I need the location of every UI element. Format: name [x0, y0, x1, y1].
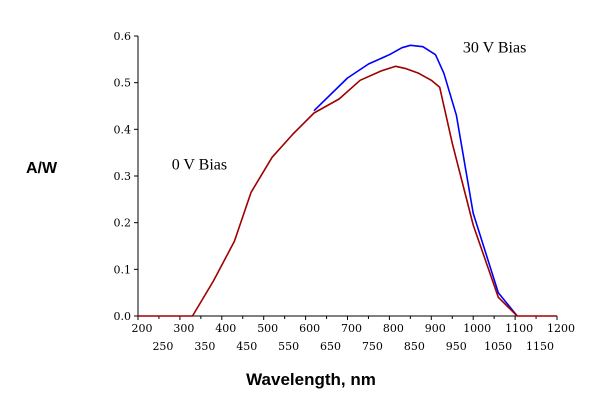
- series-line-0v-bias: [138, 65, 557, 317]
- x-tick-label-alt: 350: [194, 340, 215, 353]
- y-tick-label: 0.1: [114, 263, 132, 276]
- x-tick-label-alt: 950: [446, 340, 467, 353]
- x-tick-label-alt: 850: [404, 340, 425, 353]
- y-tick-label: 0.6: [114, 30, 132, 43]
- x-tick-label-alt: 550: [278, 340, 299, 353]
- annotation-30v-bias: 30 V Bias: [463, 40, 526, 57]
- y-tick-label: 0.0: [114, 310, 132, 323]
- y-tick-label: 0.5: [114, 77, 132, 90]
- x-tick-label-alt: 1150: [526, 340, 554, 353]
- chart-ticks: 0.0 0.1 0.2 0.3 0.4 0.5 0.6 200 300 400 500 600 700 8…: [114, 30, 576, 353]
- x-tick-label: 400: [215, 322, 236, 335]
- x-tick-label: 800: [383, 322, 404, 335]
- annotation-0v-bias: 0 V Bias: [172, 156, 227, 173]
- x-tick-label: 1100: [505, 322, 533, 335]
- x-tick-label: 1200: [547, 322, 575, 335]
- y-tick-label: 0.3: [114, 170, 132, 183]
- x-tick-label-alt: 750: [362, 340, 383, 353]
- x-tick-label: 300: [173, 322, 194, 335]
- x-tick-label: 1000: [463, 322, 491, 335]
- series-line-30v-bias: [313, 44, 518, 317]
- x-tick-label: 900: [425, 322, 446, 335]
- y-tick-label: 0.2: [114, 217, 132, 230]
- x-tick-label-alt: 650: [320, 340, 341, 353]
- x-tick-label-alt: 1050: [484, 340, 512, 353]
- x-tick-label: 200: [132, 322, 153, 335]
- x-tick-label-alt: 250: [152, 340, 173, 353]
- y-axis-label: A/W: [26, 160, 58, 177]
- x-tick-label: 600: [299, 322, 320, 335]
- x-tick-label-alt: 450: [236, 340, 257, 353]
- x-tick-label: 500: [257, 322, 278, 335]
- chart-series: [138, 44, 557, 317]
- y-tick-label: 0.4: [114, 123, 132, 136]
- x-tick-label: 700: [341, 322, 362, 335]
- x-axis-label: Wavelength, nm: [246, 370, 376, 389]
